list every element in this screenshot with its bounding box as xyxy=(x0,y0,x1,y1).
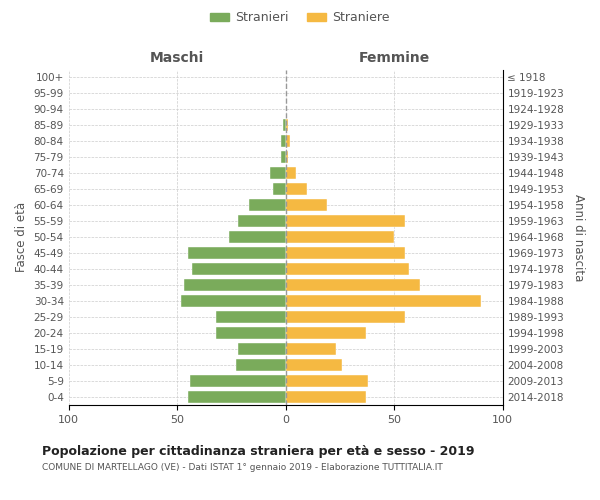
Bar xyxy=(286,280,420,291)
Bar xyxy=(271,168,286,179)
Bar xyxy=(286,152,288,164)
Bar xyxy=(286,344,335,355)
Bar xyxy=(286,296,481,308)
Bar xyxy=(286,264,409,276)
Bar xyxy=(181,296,286,308)
Bar xyxy=(229,232,286,243)
Bar xyxy=(286,312,405,324)
Bar xyxy=(286,248,405,260)
Y-axis label: Anni di nascita: Anni di nascita xyxy=(572,194,585,281)
Bar xyxy=(286,200,327,211)
Bar xyxy=(286,328,366,340)
Bar xyxy=(286,232,394,243)
Bar xyxy=(272,184,286,196)
Bar xyxy=(281,136,286,147)
Bar xyxy=(238,216,286,228)
Y-axis label: Fasce di età: Fasce di età xyxy=(15,202,28,272)
Text: Femmine: Femmine xyxy=(358,50,430,64)
Bar xyxy=(216,312,286,324)
Bar xyxy=(286,136,290,147)
Bar xyxy=(286,360,342,372)
Bar xyxy=(286,376,368,388)
Bar xyxy=(286,216,405,228)
Bar xyxy=(249,200,286,211)
Bar xyxy=(281,152,286,164)
Bar xyxy=(190,376,286,388)
Bar xyxy=(184,280,286,291)
Bar xyxy=(188,392,286,404)
Bar xyxy=(193,264,286,276)
Bar xyxy=(236,360,286,372)
Bar xyxy=(286,392,366,404)
Text: Popolazione per cittadinanza straniera per età e sesso - 2019: Popolazione per cittadinanza straniera p… xyxy=(42,445,475,458)
Text: COMUNE DI MARTELLAGO (VE) - Dati ISTAT 1° gennaio 2019 - Elaborazione TUTTITALIA: COMUNE DI MARTELLAGO (VE) - Dati ISTAT 1… xyxy=(42,462,443,471)
Bar xyxy=(286,120,288,132)
Bar xyxy=(216,328,286,340)
Bar xyxy=(286,184,307,196)
Legend: Stranieri, Straniere: Stranieri, Straniere xyxy=(205,6,395,29)
Bar xyxy=(238,344,286,355)
Bar xyxy=(286,168,296,179)
Bar xyxy=(283,120,286,132)
Text: Maschi: Maschi xyxy=(150,50,204,64)
Bar xyxy=(188,248,286,260)
